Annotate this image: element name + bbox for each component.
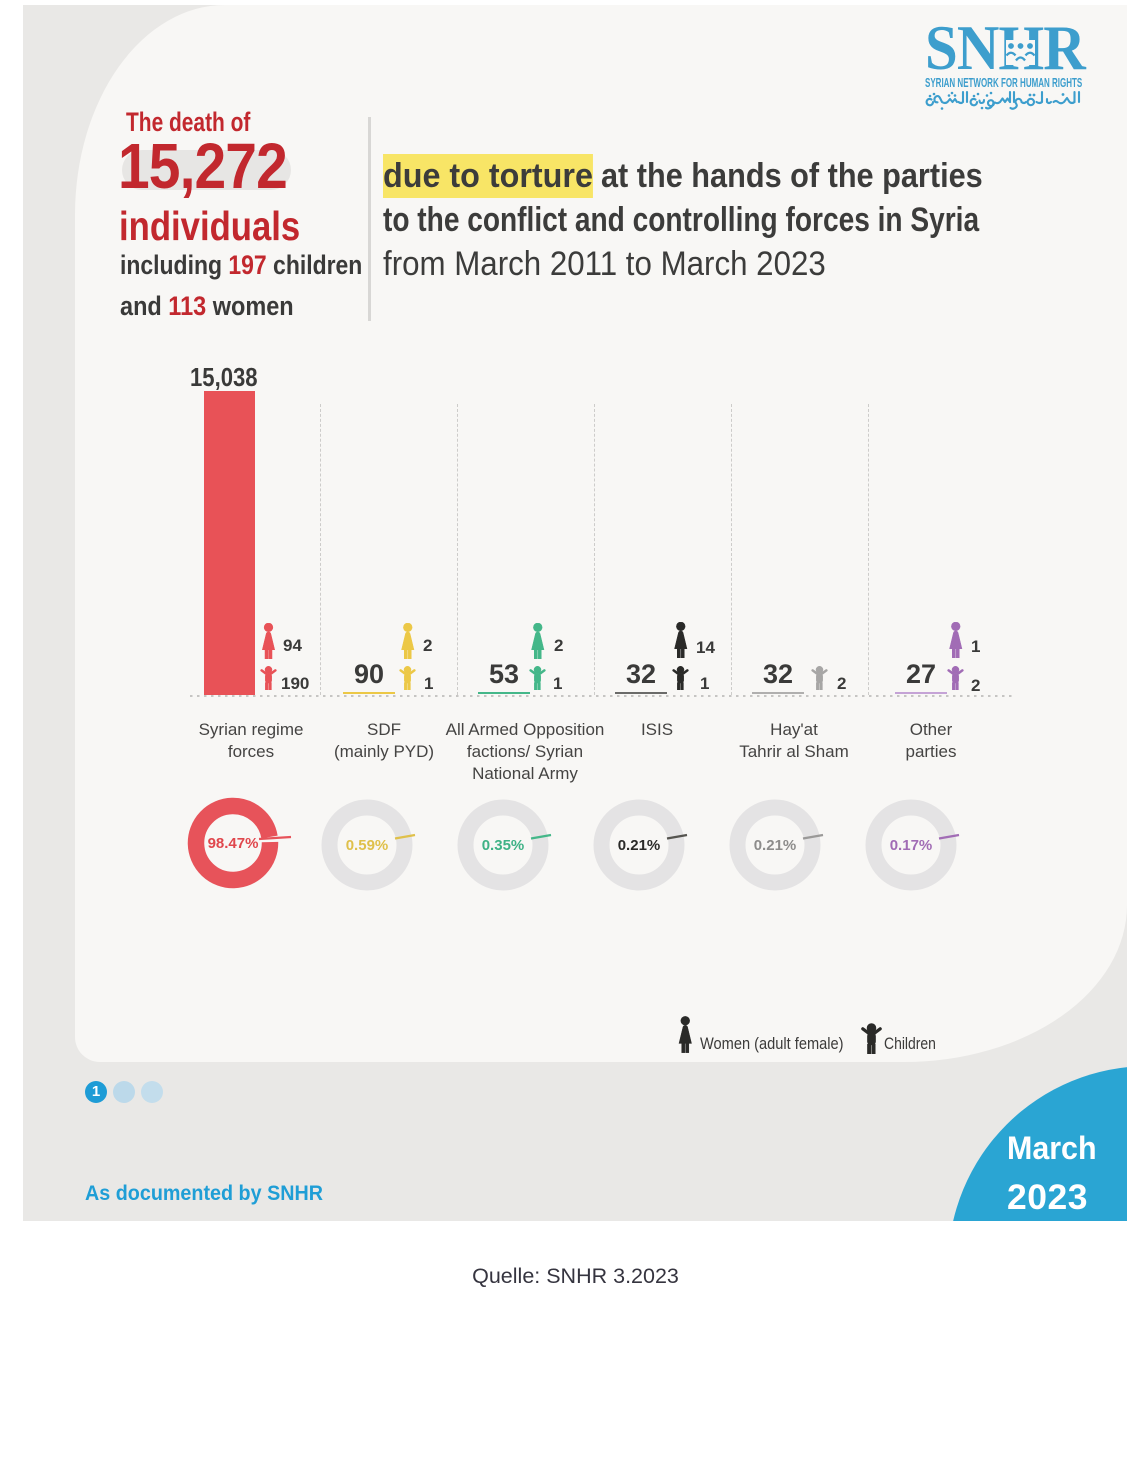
svg-text:0.59%: 0.59% (346, 837, 389, 854)
svg-text:0.35%: 0.35% (482, 837, 525, 854)
svg-text:98.47%: 98.47% (208, 835, 259, 852)
svg-text:0.21%: 0.21% (754, 837, 797, 854)
svg-text:0.17%: 0.17% (890, 837, 933, 854)
svg-text:0.21%: 0.21% (618, 837, 661, 854)
